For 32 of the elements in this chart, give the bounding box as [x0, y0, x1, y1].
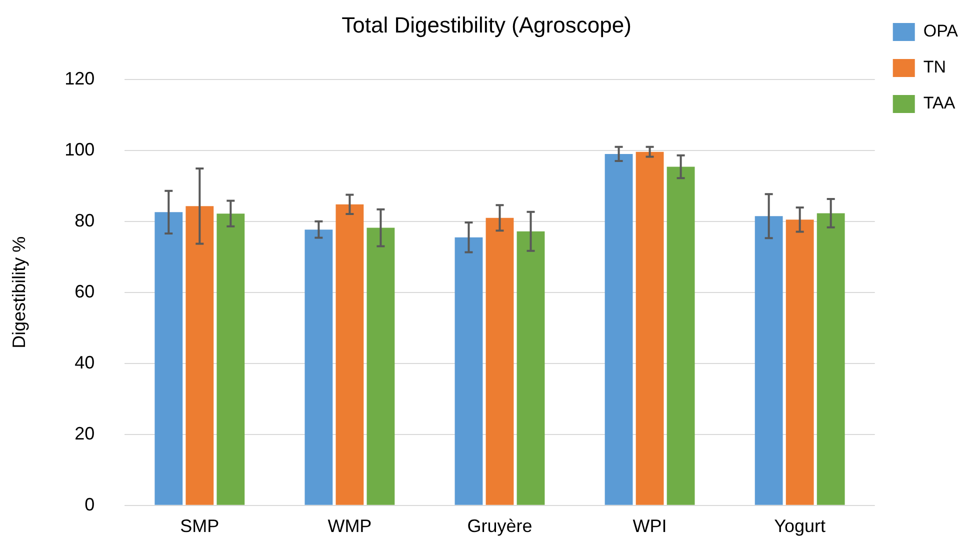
bar [516, 231, 545, 505]
bar [604, 154, 633, 505]
bar [186, 206, 214, 505]
chart-title: Total Digestibility (Agroscope) [342, 12, 632, 38]
y-tick-label: 100 [64, 139, 95, 160]
y-axis-title: Digestibility % [8, 236, 29, 348]
bar [486, 218, 514, 505]
bar [816, 213, 845, 505]
y-tick-label: 80 [74, 210, 95, 230]
y-tick-label: 0 [84, 494, 95, 514]
x-tick-label: Yogurt [774, 516, 826, 536]
y-tick-label: 40 [74, 352, 95, 372]
bar [754, 216, 783, 505]
legend-label: OPA [923, 22, 959, 41]
bar [366, 228, 395, 505]
x-tick-label: Gruyère [467, 516, 532, 536]
bar [216, 214, 245, 505]
y-tick-label: 20 [74, 423, 95, 444]
bar [666, 166, 695, 505]
bar [154, 212, 183, 505]
bar [454, 237, 483, 505]
x-tick-label: SMP [180, 516, 220, 536]
x-tick-label: WMP [328, 516, 372, 536]
legend-label: TN [923, 58, 946, 77]
bar [336, 204, 364, 505]
bar [304, 230, 333, 505]
bar [786, 220, 814, 505]
legend-label: TAA [923, 94, 956, 113]
y-tick-label: 120 [64, 68, 95, 88]
y-tick-label: 60 [74, 281, 95, 302]
bar [636, 152, 664, 505]
x-tick-label: WPI [632, 516, 667, 536]
